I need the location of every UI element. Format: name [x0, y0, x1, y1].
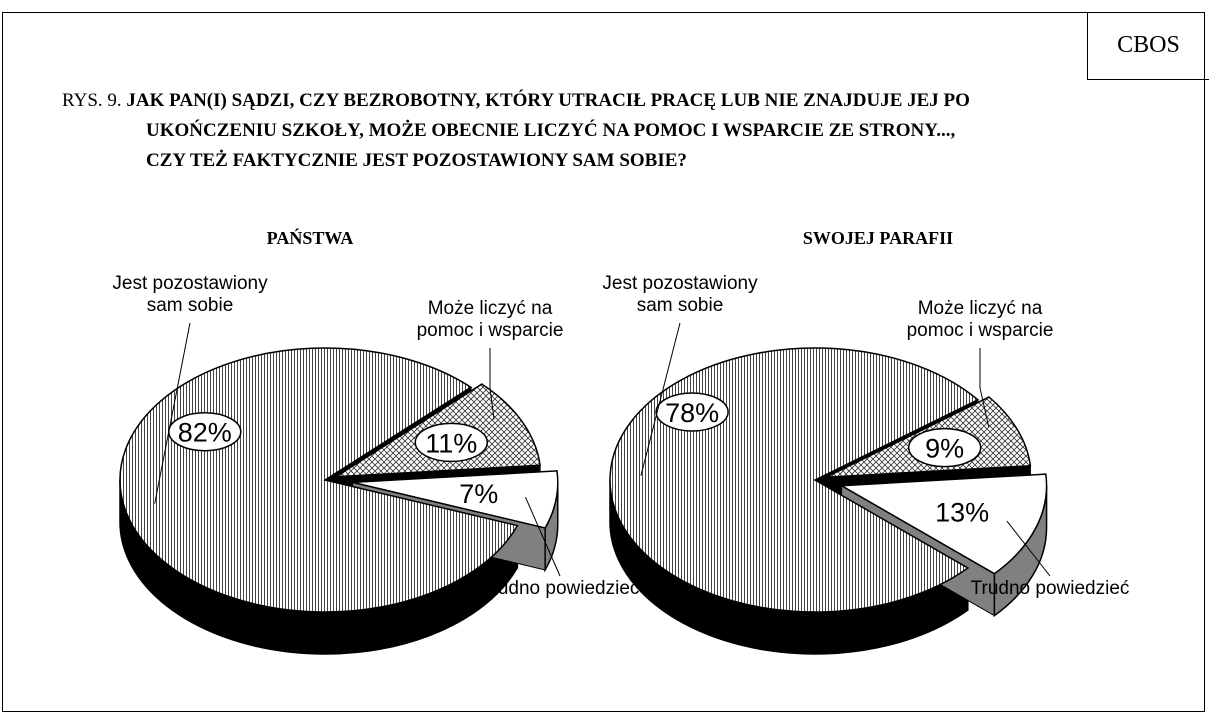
leader-line [640, 322, 681, 476]
question: JAK PAN(I) SĄDZI, CZY BEZROBOTNY, KTÓRY … [126, 90, 970, 171]
chart-title: SWOJEJ PARAFII [803, 228, 953, 248]
category-label: Może liczyć na pomoc i wsparcie [906, 298, 1054, 341]
leader-line [525, 497, 561, 577]
leader-line [489, 348, 495, 420]
category-label: Jest pozostawiony sam sobie [602, 273, 758, 316]
value-label: 9% [925, 434, 964, 464]
figure-title: RYS. 9. JAK PAN(I) SĄDZI, CZY BEZROBOTNY… [62, 86, 976, 176]
value-label: 13% [935, 498, 989, 528]
charts: PAŃSTWA 82% Jest pozostawiony sam sobie 11%… [112, 227, 1130, 655]
pie-slice [352, 470, 559, 529]
category-label-box: Może liczyć na pomoc i wsparcie [906, 298, 1054, 341]
value-label: 78% [665, 398, 719, 428]
figure-label: RYS. 9. [62, 90, 122, 111]
value-label: 7% [459, 479, 498, 509]
category-label: Trudno powiedzieć [970, 578, 1130, 599]
category-label: Jest pozostawiony sam sobie [112, 273, 268, 316]
category-label: Może liczyć na pomoc i wsparcie [416, 298, 564, 341]
brand: CBOS [1087, 12, 1209, 80]
category-label-box: Trudno powiedzieć [480, 578, 640, 599]
pie-slice [839, 473, 1048, 575]
leader-line [154, 322, 191, 504]
category-label-box: Trudno powiedzieć [970, 578, 1130, 599]
value-label: 82% [178, 418, 232, 448]
value-label: 11% [425, 428, 477, 458]
value-label-bg [907, 427, 982, 468]
leader-line [1006, 520, 1051, 577]
category-label-box: Jest pozostawiony sam sobie [602, 273, 758, 316]
category-label-box: Może liczyć na pomoc i wsparcie [416, 298, 564, 341]
category-label: Trudno powiedzieć [480, 578, 640, 599]
value-label-bg [655, 392, 729, 432]
chart-title: PAŃSTWA [267, 227, 354, 248]
category-label-box: Jest pozostawiony sam sobie [112, 273, 268, 316]
page: CBOS RYS. 9. JAK PAN(I) SĄDZI, CZY BEZRO… [2, 12, 1209, 712]
value-label-bg [414, 422, 489, 463]
leader-line [979, 348, 990, 427]
